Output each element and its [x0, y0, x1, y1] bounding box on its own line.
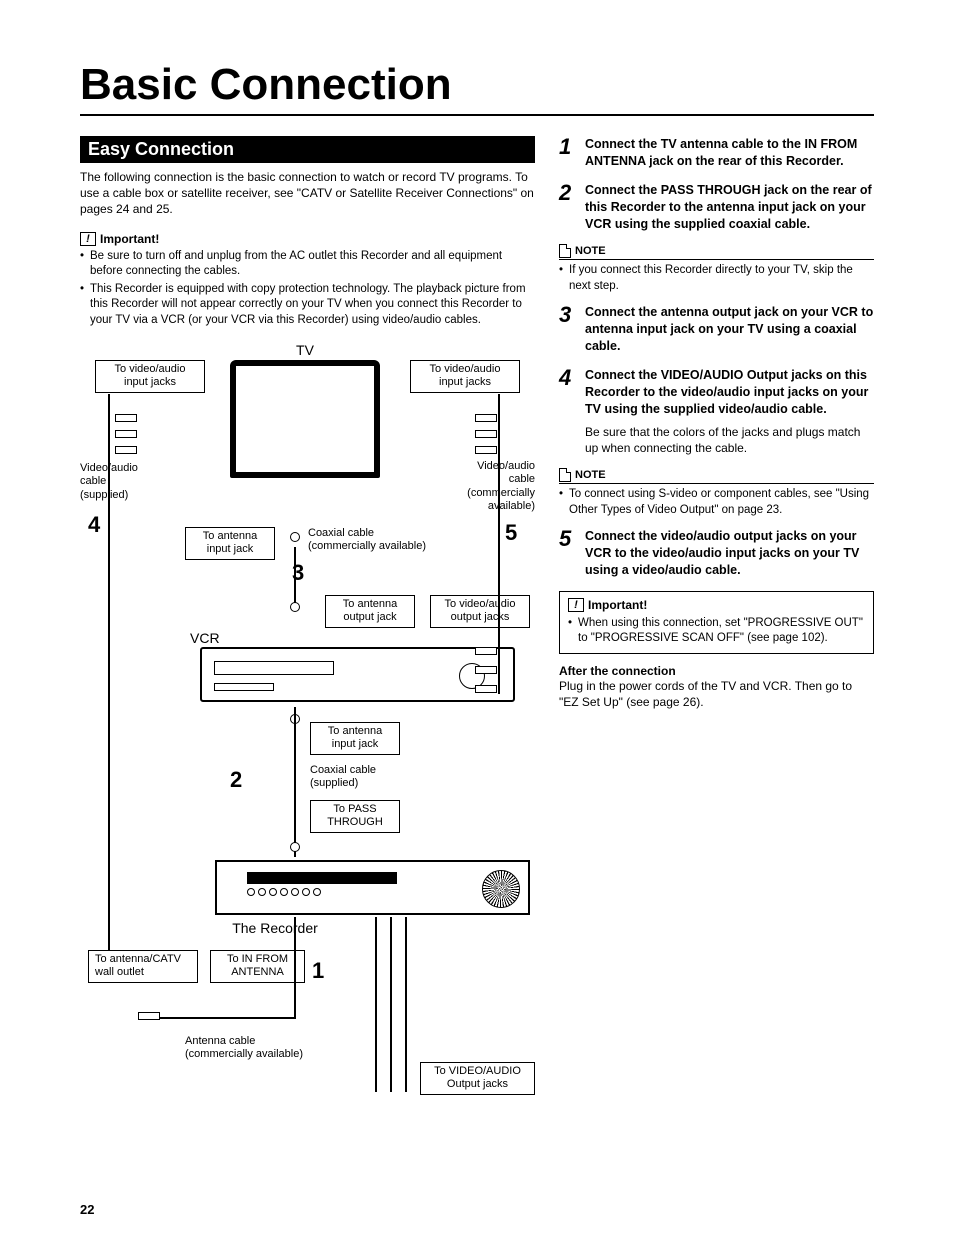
exclamation-icon: !: [568, 598, 584, 612]
label-coax-commercial: Coaxial cable(commercially available): [308, 527, 458, 553]
rca-plug-icon: [475, 685, 497, 693]
label-in-from-antenna: To IN FROMANTENNA: [210, 950, 305, 982]
page-title: Basic Connection: [80, 60, 874, 116]
intro-paragraph: The following connection is the basic co…: [80, 169, 535, 218]
rca-plug-icon: [475, 430, 497, 438]
important-list: When using this connection, set "PROGRES…: [568, 616, 865, 647]
label-antenna-output: To antennaoutput jack: [325, 595, 415, 627]
section-header: Easy Connection: [80, 136, 535, 163]
label-va-input-right: To video/audioinput jacks: [410, 360, 520, 392]
rca-plug-icon: [115, 446, 137, 454]
cable-line: [390, 917, 392, 1092]
diagram-step-1: 1: [312, 958, 324, 984]
recorder-label: The Recorder: [200, 920, 350, 937]
cable-line: [375, 917, 377, 1092]
important-box: ! Important! Be sure to turn off and unp…: [80, 232, 535, 329]
step-number: 3: [559, 304, 577, 355]
step-text: Connect the video/audio output jacks on …: [585, 528, 874, 579]
cable-line: [294, 547, 296, 607]
label-pass-through: To PASSTHROUGH: [310, 800, 400, 832]
right-important-box: ! Important! When using this connection,…: [559, 591, 874, 654]
cable-line: [498, 394, 500, 694]
rca-plug-icon: [475, 666, 497, 674]
important-bullet: This Recorder is equipped with copy prot…: [80, 282, 535, 329]
label-va-input-left: To video/audioinput jacks: [95, 360, 205, 392]
note-heading: NOTE: [559, 244, 874, 260]
note-list: If you connect this Recorder directly to…: [559, 263, 874, 294]
step-number: 1: [559, 136, 577, 170]
step-number: 4: [559, 367, 577, 456]
coax-plug-icon: [138, 1012, 160, 1020]
rca-plug-icon: [475, 647, 497, 655]
recorder-device: [215, 860, 530, 915]
step-1: 1 Connect the TV antenna cable to the IN…: [559, 136, 874, 170]
note-icon: [559, 468, 571, 482]
step-number: 2: [559, 182, 577, 233]
cable-line: [294, 917, 296, 1017]
tv-device: [230, 360, 380, 478]
step-text-bold: Connect the VIDEO/AUDIO Output jacks on …: [585, 367, 874, 418]
important-bullet-list: Be sure to turn off and unplug from the …: [80, 249, 535, 329]
coax-connector-icon: [290, 602, 300, 612]
rca-plug-icon: [475, 446, 497, 454]
note-heading: NOTE: [559, 468, 874, 484]
cable-line: [160, 1017, 296, 1019]
label-va-output-rec: To VIDEO/AUDIOOutput jacks: [420, 1062, 535, 1094]
rca-plug-icon: [115, 414, 137, 422]
step-text: Connect the PASS THROUGH jack on the rea…: [585, 182, 874, 233]
coax-connector-icon: [290, 532, 300, 542]
after-connection-text: Plug in the power cords of the TV and VC…: [559, 678, 874, 710]
diagram-step-2: 2: [230, 767, 242, 793]
exclamation-icon: !: [80, 232, 96, 246]
label-antenna-catv: To antenna/CATVwall outlet: [88, 950, 198, 982]
note-list: To connect using S-video or component ca…: [559, 487, 874, 518]
cable-line: [108, 394, 110, 964]
note-item: To connect using S-video or component ca…: [559, 487, 874, 518]
step-4: 4 Connect the VIDEO/AUDIO Output jacks o…: [559, 367, 874, 456]
tv-label: TV: [275, 342, 335, 359]
step-number: 5: [559, 528, 577, 579]
cable-line: [294, 707, 296, 857]
important-label: Important!: [588, 598, 647, 612]
vcr-device: [200, 647, 515, 702]
after-connection-heading: After the connection: [559, 664, 874, 678]
diagram-step-4: 4: [88, 512, 100, 538]
important-bullet: Be sure to turn off and unplug from the …: [80, 249, 535, 280]
step-text: Connect the VIDEO/AUDIO Output jacks on …: [585, 367, 874, 456]
label-coax-supplied: Coaxial cable(supplied): [310, 764, 410, 790]
page-number: 22: [80, 1202, 874, 1217]
content-columns: Easy Connection The following connection…: [80, 136, 874, 1172]
step-5: 5 Connect the video/audio output jacks o…: [559, 528, 874, 579]
rca-plug-icon: [115, 430, 137, 438]
left-column: Easy Connection The following connection…: [80, 136, 535, 1172]
step-text: Connect the antenna output jack on your …: [585, 304, 874, 355]
important-label: Important!: [100, 232, 159, 246]
note-item: If you connect this Recorder directly to…: [559, 263, 874, 294]
label-antenna-input: To antennainput jack: [185, 527, 275, 559]
step-subtext: Be sure that the colors of the jacks and…: [585, 424, 874, 456]
note-label: NOTE: [575, 245, 606, 257]
connection-diagram: TV To video/audioinput jacks To video/au…: [80, 342, 535, 1172]
step-2: 2 Connect the PASS THROUGH jack on the r…: [559, 182, 874, 233]
label-va-output: To video/audiooutput jacks: [430, 595, 530, 627]
label-va-cable-supplied: Video/audiocable(supplied): [80, 462, 170, 502]
label-va-cable-commercial: Video/audiocable(commerciallyavailable): [440, 460, 535, 513]
coax-connector-icon: [290, 842, 300, 852]
step-3: 3 Connect the antenna output jack on you…: [559, 304, 874, 355]
note-icon: [559, 244, 571, 258]
important-item: When using this connection, set "PROGRES…: [568, 616, 865, 647]
right-column: 1 Connect the TV antenna cable to the IN…: [559, 136, 874, 1172]
rca-plug-icon: [475, 414, 497, 422]
important-heading: ! Important!: [568, 598, 865, 612]
step-text: Connect the TV antenna cable to the IN F…: [585, 136, 874, 170]
diagram-step-5: 5: [505, 520, 517, 546]
vcr-label: VCR: [190, 630, 240, 647]
label-antenna-input-2: To antennainput jack: [310, 722, 400, 754]
note-label: NOTE: [575, 469, 606, 481]
label-antenna-cable: Antenna cable(commercially available): [185, 1035, 345, 1061]
important-heading: ! Important!: [80, 232, 535, 246]
cable-line: [405, 917, 407, 1092]
